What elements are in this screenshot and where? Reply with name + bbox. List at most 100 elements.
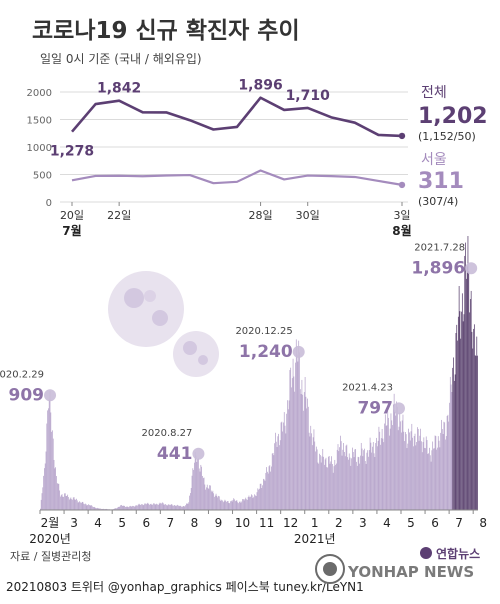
daily-bar bbox=[140, 504, 142, 510]
daily-bar bbox=[407, 443, 409, 510]
daily-bar bbox=[311, 445, 313, 510]
daily-bar bbox=[406, 448, 408, 510]
daily-bar bbox=[217, 497, 219, 510]
daily-bar bbox=[451, 392, 453, 510]
daily-bar bbox=[395, 415, 397, 510]
daily-bar bbox=[131, 506, 133, 510]
daily-bar bbox=[348, 459, 349, 510]
daily-bar bbox=[336, 449, 338, 510]
daily-bar bbox=[160, 503, 162, 510]
daily-bar bbox=[378, 426, 380, 510]
daily-bar bbox=[342, 449, 344, 510]
daily-bar bbox=[60, 496, 61, 510]
daily-bar bbox=[200, 464, 202, 510]
daily-bar bbox=[182, 506, 184, 510]
daily-bar bbox=[214, 495, 216, 510]
daily-bar bbox=[326, 467, 328, 510]
total-breakdown: (1,152/50) bbox=[418, 130, 476, 143]
daily-bar bbox=[290, 367, 292, 510]
daily-bar bbox=[357, 456, 359, 510]
daily-bar bbox=[162, 502, 164, 510]
daily-bar bbox=[143, 504, 145, 510]
x-tick-label: 20일 bbox=[60, 208, 84, 222]
daily-bar bbox=[202, 475, 203, 510]
daily-bar bbox=[206, 487, 207, 510]
peak-marker bbox=[44, 389, 57, 402]
daily-bar bbox=[428, 453, 430, 510]
daily-bar bbox=[323, 456, 324, 510]
daily-bar bbox=[281, 421, 283, 510]
daily-bar bbox=[130, 506, 132, 510]
daily-bar bbox=[48, 408, 49, 510]
daily-bar bbox=[250, 496, 251, 510]
daily-bar bbox=[274, 443, 275, 510]
daily-bar bbox=[402, 414, 404, 510]
daily-bar bbox=[439, 447, 441, 510]
daily-bar bbox=[165, 504, 167, 510]
daily-bar bbox=[220, 500, 222, 510]
daily-bar bbox=[461, 293, 463, 510]
daily-bar bbox=[102, 508, 104, 510]
daily-bar bbox=[221, 499, 223, 510]
daily-bar bbox=[161, 502, 163, 510]
daily-bar bbox=[284, 425, 286, 510]
daily-bar bbox=[94, 507, 96, 510]
y-tick-label: 500 bbox=[33, 171, 52, 182]
daily-bar bbox=[408, 428, 409, 510]
daily-bar bbox=[433, 448, 435, 510]
daily-bar bbox=[58, 483, 60, 510]
daily-bar bbox=[263, 479, 265, 510]
daily-bar bbox=[72, 497, 74, 510]
daily-bar bbox=[309, 436, 311, 510]
daily-bar bbox=[40, 508, 41, 510]
daily-bar bbox=[157, 504, 159, 510]
daily-bar bbox=[307, 398, 308, 510]
daily-bar bbox=[120, 505, 121, 510]
daily-bar bbox=[435, 436, 437, 510]
daily-bar bbox=[318, 463, 320, 510]
daily-bar bbox=[371, 452, 373, 510]
daily-bar bbox=[64, 493, 66, 510]
daily-bar bbox=[117, 507, 118, 510]
daily-bar bbox=[327, 456, 329, 510]
x-tick-label: 12 bbox=[283, 516, 298, 530]
x-tick-label: 8 bbox=[479, 516, 487, 530]
daily-bar bbox=[299, 352, 300, 510]
daily-bar bbox=[355, 449, 357, 510]
daily-bar bbox=[223, 501, 225, 510]
daily-bar bbox=[446, 415, 448, 510]
daily-bar bbox=[91, 505, 93, 510]
daily-bar bbox=[345, 445, 347, 510]
daily-bar bbox=[141, 504, 142, 510]
daily-bar bbox=[145, 503, 146, 510]
daily-bar bbox=[438, 440, 440, 510]
peak-marker bbox=[292, 345, 305, 358]
daily-bar bbox=[364, 448, 365, 510]
daily-bar bbox=[425, 448, 426, 510]
daily-bar bbox=[313, 429, 315, 510]
daily-bar bbox=[77, 502, 79, 510]
daily-bar bbox=[44, 463, 46, 510]
daily-bar bbox=[76, 498, 77, 510]
daily-bar bbox=[422, 442, 424, 510]
daily-bar bbox=[230, 501, 231, 510]
daily-bar bbox=[115, 508, 117, 510]
daily-bar bbox=[218, 496, 220, 510]
daily-bar bbox=[247, 497, 249, 510]
daily-bar bbox=[141, 504, 143, 510]
daily-bar bbox=[123, 505, 125, 510]
peak-value: 1,240 bbox=[239, 342, 293, 362]
daily-bar bbox=[383, 442, 385, 510]
daily-bar bbox=[155, 504, 157, 510]
daily-bar bbox=[296, 354, 298, 510]
daily-bar bbox=[362, 456, 364, 510]
total-last-value: 1,202 bbox=[418, 104, 488, 129]
series-line-0 bbox=[71, 96, 403, 138]
daily-bar bbox=[370, 442, 372, 510]
daily-bar bbox=[194, 452, 196, 510]
x-tick-label: 1 bbox=[311, 516, 319, 530]
daily-bar bbox=[198, 458, 199, 510]
daily-bar bbox=[271, 466, 272, 510]
daily-bar bbox=[181, 506, 182, 510]
daily-bar bbox=[169, 505, 171, 510]
